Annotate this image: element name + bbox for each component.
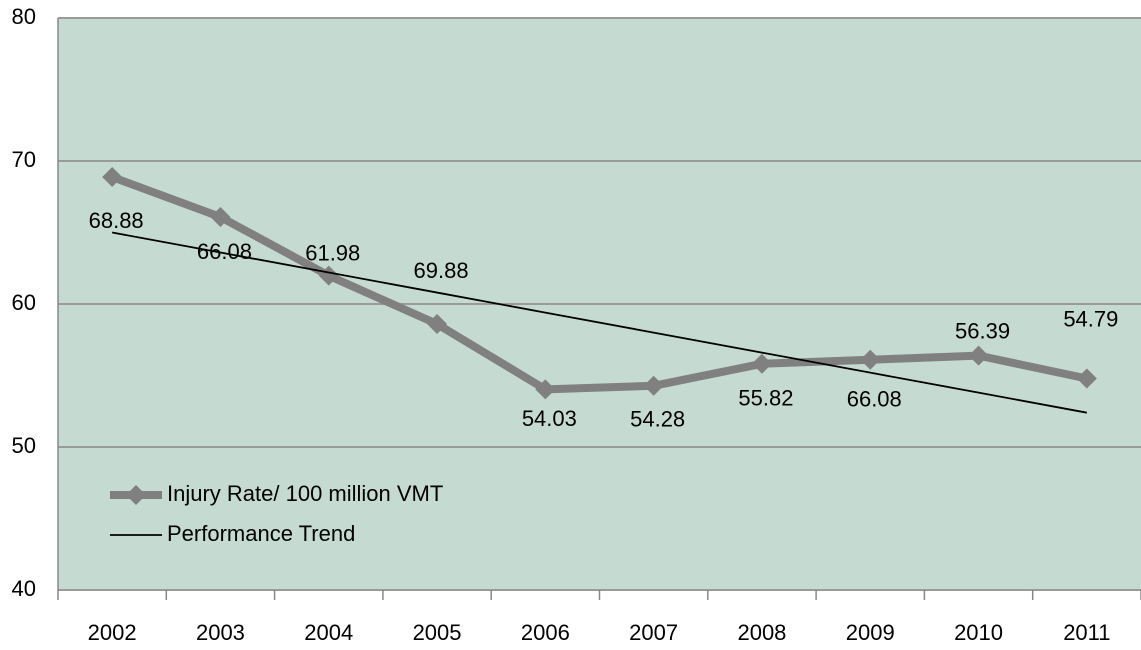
data-point — [318, 265, 339, 286]
data-point — [751, 353, 772, 374]
data-label: 61.98 — [305, 240, 360, 265]
legend-marker — [126, 485, 146, 505]
data-line — [110, 173, 1088, 394]
data-point — [210, 207, 231, 228]
y-tick-label: 40 — [12, 576, 36, 601]
x-tick-label: 2010 — [954, 620, 1003, 645]
data-label: 54.03 — [522, 406, 577, 431]
x-tick-label: 2011 — [1063, 620, 1110, 645]
data-label: 54.79 — [1063, 306, 1118, 331]
x-tick-label: 2004 — [304, 620, 353, 645]
x-tick-label: 2009 — [846, 620, 895, 645]
x-tick-label: 2002 — [88, 620, 137, 645]
data-label: 66.08 — [847, 387, 902, 412]
data-point — [1076, 368, 1097, 389]
data-label: 68.88 — [89, 208, 144, 233]
x-tick-label: 2007 — [629, 620, 678, 645]
x-tick-label: 2008 — [737, 620, 786, 645]
x-tick-label: 2005 — [413, 620, 462, 645]
y-tick-label: 70 — [12, 147, 36, 172]
data-label: 66.08 — [197, 239, 252, 264]
data-point — [860, 349, 881, 370]
legend-label: Injury Rate/ 100 million VMT — [167, 481, 443, 506]
data-point — [535, 379, 556, 400]
x-tick-label: 2006 — [521, 620, 570, 645]
data-label: 56.39 — [955, 318, 1010, 343]
data-label: 69.88 — [414, 258, 469, 283]
data-point — [102, 167, 123, 188]
trend-line — [111, 231, 1088, 414]
data-point — [643, 375, 664, 396]
y-tick-label: 50 — [12, 433, 36, 458]
data-label: 55.82 — [738, 386, 793, 411]
legend-label: Performance Trend — [167, 521, 355, 546]
data-point — [427, 314, 448, 335]
data-label: 54.28 — [630, 407, 685, 432]
y-tick-label: 80 — [12, 4, 36, 29]
data-point — [968, 345, 989, 366]
x-tick-label: 2003 — [196, 620, 245, 645]
y-tick-label: 60 — [12, 290, 36, 315]
